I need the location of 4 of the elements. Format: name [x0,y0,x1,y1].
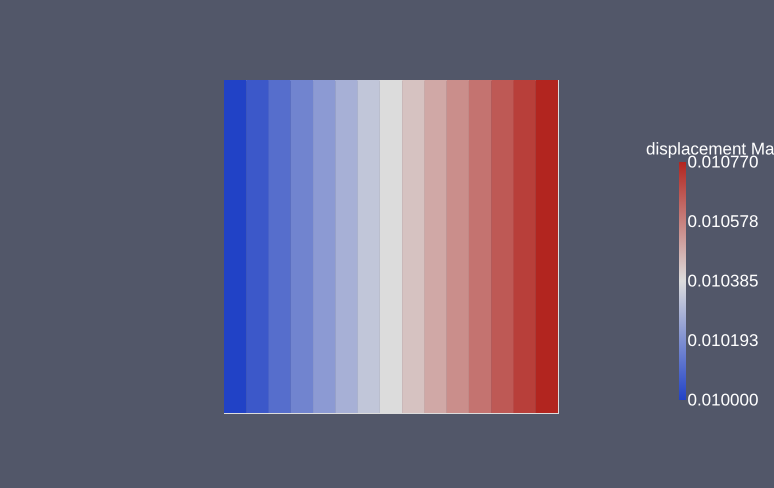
color-bar-label: 0.010193 [688,331,758,350]
color-bar-label: 0.010385 [688,272,758,290]
color-bar-label: 0.010578 [688,212,758,231]
color-bar-label: 0.010000 [688,390,758,410]
